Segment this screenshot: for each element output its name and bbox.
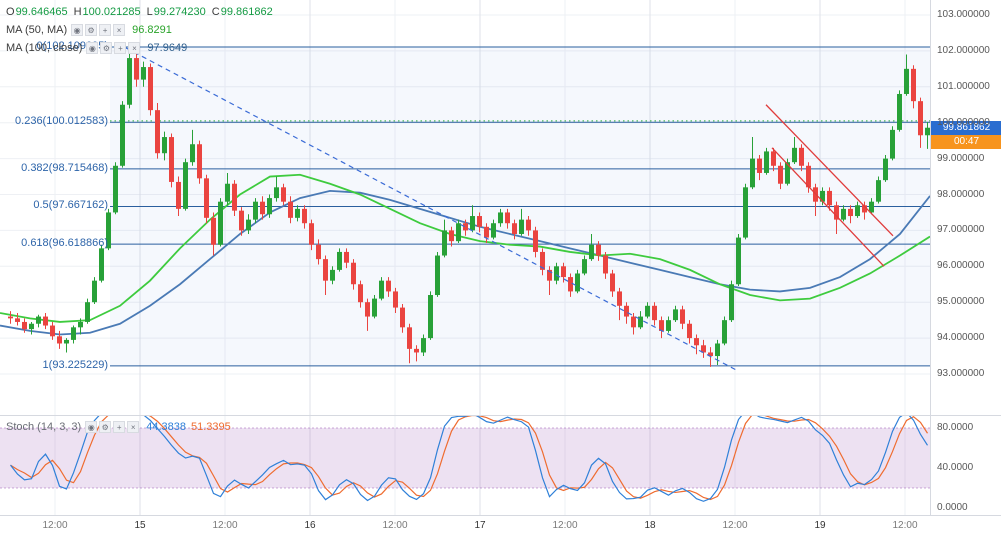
last-price-badge: 99.861862 bbox=[931, 120, 1001, 135]
high-label: H bbox=[73, 6, 82, 18]
low-label: L bbox=[146, 6, 153, 18]
legend: O 99.646465 H 100.021285 L 99.274230 C 99.86… bbox=[6, 3, 273, 57]
close-label: C bbox=[211, 6, 220, 18]
fib-level-label: 0.236(100.012583) bbox=[15, 115, 108, 128]
price-axis-label: 94.000000 bbox=[937, 332, 985, 344]
open-value: 99.646465 bbox=[15, 6, 68, 18]
price-axis-label: 95.000000 bbox=[937, 296, 985, 308]
fib-retracement[interactable] bbox=[110, 46, 930, 367]
ma50-label[interactable]: MA (50, MA) bbox=[6, 24, 68, 36]
eye-icon[interactable]: ◉ bbox=[71, 24, 84, 36]
plus-icon[interactable]: + bbox=[99, 24, 112, 36]
fib-level-label: 1(93.225229) bbox=[42, 358, 108, 371]
time-axis-label: 12:00 bbox=[212, 520, 238, 531]
price-axis-label: 100.000000 bbox=[937, 116, 990, 128]
gear-icon[interactable]: ⚙ bbox=[100, 42, 113, 54]
close-value: 99.861862 bbox=[220, 6, 273, 18]
stoch-k-value: 44.3838 bbox=[146, 421, 186, 433]
stoch-buttons: ◉ ⚙ + × bbox=[85, 421, 141, 433]
eye-icon[interactable]: ◉ bbox=[85, 421, 98, 433]
plus-icon[interactable]: + bbox=[114, 42, 127, 54]
fib-level-label: 0.382(98.715468) bbox=[21, 161, 108, 174]
ma100-label[interactable]: MA (100, close) bbox=[6, 42, 83, 54]
ma100-value: 97.9649 bbox=[147, 42, 188, 54]
close-icon[interactable]: × bbox=[127, 421, 140, 433]
price-axis-label: 96.000000 bbox=[937, 260, 985, 272]
price-axis-label: 103.000000 bbox=[937, 9, 990, 20]
stoch-row: Stoch (14, 3, 3) ◉ ⚙ + × 44.3838 51.3395 bbox=[6, 418, 231, 436]
time-axis-label: 12:00 bbox=[722, 520, 748, 531]
ohlc-row: O 99.646465 H 100.021285 L 99.274230 C 99.86… bbox=[6, 3, 273, 21]
stoch-gridlines bbox=[54, 415, 906, 515]
stoch-d-value: 51.3395 bbox=[190, 421, 231, 433]
time-axis-label: 15 bbox=[134, 520, 146, 531]
low-value: 99.274230 bbox=[153, 6, 206, 18]
fib-level-label: 0.5(97.667162) bbox=[33, 199, 108, 212]
ma100-buttons: ◉ ⚙ + × bbox=[86, 42, 142, 54]
price-axis-label: 97.000000 bbox=[937, 224, 985, 236]
time-axis-label: 16 bbox=[304, 520, 316, 531]
gear-icon[interactable]: ⚙ bbox=[85, 24, 98, 36]
time-axis-label: 12:00 bbox=[382, 520, 408, 531]
price-axis[interactable]: 99.861862 00:47 103.000000 102.000000 101.… bbox=[930, 0, 1001, 515]
close-icon[interactable]: × bbox=[128, 42, 141, 54]
ma50-value: 96.8291 bbox=[132, 24, 172, 36]
stoch-pane[interactable] bbox=[0, 415, 930, 515]
plus-icon[interactable]: + bbox=[113, 421, 126, 433]
time-axis[interactable]: 12:00 15 12:00 16 12:00 17 12:00 18 12:00 19 12:00 bbox=[0, 515, 1001, 537]
time-axis-label: 19 bbox=[814, 520, 826, 531]
high-value: 100.021285 bbox=[82, 6, 141, 18]
stoch-legend: Stoch (14, 3, 3) ◉ ⚙ + × 44.3838 51.3395 bbox=[6, 418, 231, 436]
time-axis-label: 12:00 bbox=[552, 520, 578, 531]
stoch-band bbox=[0, 428, 930, 488]
time-axis-label: 12:00 bbox=[892, 520, 918, 531]
time-axis-label: 12:00 bbox=[42, 520, 68, 531]
ma50-row: MA (50, MA) ◉ ⚙ + × 96.8291 bbox=[6, 21, 273, 39]
stoch-axis-label: 0.0000 bbox=[937, 502, 968, 513]
channel-line-1[interactable] bbox=[765, 104, 894, 237]
ma50-line[interactable] bbox=[0, 173, 930, 323]
price-axis-label: 102.000000 bbox=[937, 44, 990, 56]
eye-icon[interactable]: ◉ bbox=[86, 42, 99, 54]
time-axis-label: 17 bbox=[474, 520, 486, 531]
gear-icon[interactable]: ⚙ bbox=[99, 421, 112, 433]
price-axis-label: 93.000000 bbox=[937, 368, 985, 379]
stoch-axis-label: 40.0000 bbox=[937, 462, 974, 473]
countdown-badge: 00:47 bbox=[931, 134, 1001, 149]
fib-level-label: 0.618(96.618866) bbox=[21, 237, 108, 250]
stoch-k-line bbox=[10, 415, 929, 502]
stoch-d-line bbox=[10, 415, 929, 501]
channel-line-2[interactable] bbox=[771, 147, 885, 267]
close-icon[interactable]: × bbox=[113, 24, 126, 36]
stoch-label[interactable]: Stoch (14, 3, 3) bbox=[6, 421, 82, 433]
candles-layer bbox=[8, 47, 930, 367]
time-axis-label: 18 bbox=[644, 520, 656, 531]
stoch-axis-label: 80.0000 bbox=[937, 422, 974, 433]
pane-separator[interactable] bbox=[0, 415, 1001, 416]
price-axis-label: 101.000000 bbox=[937, 80, 990, 92]
price-axis-label: 98.000000 bbox=[937, 188, 985, 200]
ma100-row: MA (100, close) ◉ ⚙ + × 97.9649 bbox=[6, 39, 273, 57]
open-label: O bbox=[6, 6, 15, 18]
price-axis-label: 99.000000 bbox=[937, 152, 985, 164]
price-pane[interactable] bbox=[0, 0, 930, 415]
ma50-buttons: ◉ ⚙ + × bbox=[71, 24, 127, 36]
